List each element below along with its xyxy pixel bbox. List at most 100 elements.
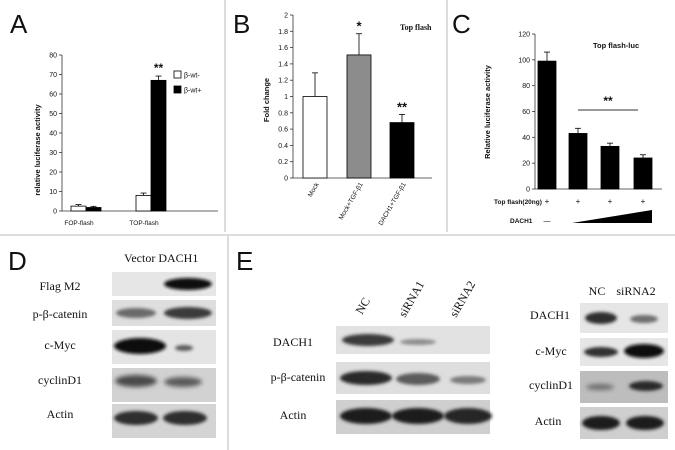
chart-a-bar — [150, 79, 167, 212]
chart-b-xtick-label: Mock+TGF-β1 — [338, 181, 365, 221]
chart-b-title: Top flash — [400, 23, 432, 32]
blot-e2-band-cmyc-nc — [584, 347, 618, 357]
blot-e1-band-actin-nc — [340, 408, 392, 424]
chart-a-xtick-fop: FOP-flash — [64, 220, 94, 227]
blot-e2-band-cmyc-sirna2 — [624, 344, 664, 358]
chart-b-ylabel: Fold change — [262, 78, 271, 122]
blot-e2-band-dach1-sirna2 — [630, 315, 658, 323]
blot-e2-label-3: Actin — [535, 414, 562, 428]
blot-e1-label-0: DACH1 — [273, 335, 313, 349]
chart-b-bar — [346, 54, 372, 179]
chart-b-ytick-label: 0.4 — [278, 143, 288, 150]
chart-a-ytick-label: 80 — [49, 53, 57, 60]
blot-e1: NC siRNA1 siRNA2 DACH1 p-β-catenin Actin — [271, 278, 492, 434]
blot-e2-band-actin-nc — [582, 416, 620, 430]
chart-a-bar — [135, 194, 152, 212]
chart-a-legend-label-2: β-wt+ — [184, 88, 201, 95]
chart-b: Fold change Top flash 0 0.2 0.4 0.6 0.8 1 1.2 1… — [262, 13, 432, 227]
chart-c-row1-label: Top flash(20ng) — [494, 199, 542, 206]
chart-c-dach1-wedge — [572, 210, 652, 223]
chart-a-legend-swatch-1 — [173, 70, 182, 79]
chart-b-xtick-label: Mock — [307, 181, 321, 199]
blot-e1-lane-1: siRNA1 — [395, 278, 427, 319]
chart-c-ytick-label: 80 — [522, 83, 530, 90]
chart-c-ytick-label: 40 — [522, 135, 530, 142]
chart-a-xtick-top: TOP-flash — [129, 220, 159, 227]
chart-b-ytick-label: 0 — [284, 176, 288, 183]
blot-d-band-pbcat-dach1 — [164, 307, 212, 319]
blot-e2-band-dach1-nc — [585, 312, 617, 324]
chart-b-ytick-label: 1.8 — [278, 29, 288, 36]
chart-c-ytick-label: 60 — [522, 109, 530, 116]
blot-e1-band-pbcat-sirna2 — [450, 376, 486, 384]
chart-a-significance: ** — [154, 61, 164, 75]
chart-c: Relative luciferase activity Top flash-l… — [483, 32, 662, 225]
panel-letter-b: B — [233, 9, 250, 39]
blot-e2-lane-0: NC — [589, 284, 606, 298]
panel-letter-e: E — [236, 246, 253, 276]
blot-e2-label-1: c-Myc — [535, 344, 566, 358]
blot-d-band-actin-dach1 — [163, 411, 207, 425]
blot-e1-lane-2: siRNA2 — [446, 278, 478, 319]
blot-e2: NC siRNA2 DACH1 c-Myc cyclinD1 Actin — [529, 284, 668, 439]
chart-c-ylabel: Relative luciferase activity — [483, 64, 492, 159]
chart-a-ytick-label: 20 — [49, 170, 57, 177]
blot-d-band-flag-dach1 — [164, 278, 212, 290]
chart-b-ytick-label: 0.8 — [278, 110, 288, 117]
chart-b-ytick-label: 2 — [284, 13, 288, 20]
chart-a-bar — [85, 207, 102, 212]
blot-e1-lane-0: NC — [352, 295, 372, 316]
chart-a: relative luciferase activity 0 10 20 30 40 50… — [33, 53, 218, 227]
blot-d-band-pbcat-vector — [116, 308, 156, 318]
blot-e2-label-2: cyclinD1 — [529, 378, 573, 392]
blot-e2-lane-1: siRNA2 — [616, 284, 655, 298]
blot-d-band-cyclind1-vector — [115, 375, 157, 387]
chart-c-significance: ** — [603, 94, 613, 108]
chart-a-ytick-label: 60 — [49, 92, 57, 99]
blot-d-label-2: c-Myc — [44, 338, 75, 352]
chart-a-ytick-label: 30 — [49, 150, 57, 157]
chart-c-ytick-label: 100 — [518, 57, 530, 64]
blot-e1-band-dach1-nc — [342, 334, 394, 346]
chart-b-significance: ** — [397, 99, 408, 114]
blot-e2-label-0: DACH1 — [530, 308, 570, 322]
chart-c-row1-mark: + — [545, 197, 550, 206]
blot-e2-band-actin-sirna2 — [626, 416, 664, 430]
chart-a-ytick-label: 70 — [49, 72, 57, 79]
chart-a-ylabel: relative luciferase activity — [33, 104, 42, 196]
chart-b-significance: * — [356, 19, 362, 34]
chart-b-ytick-label: 1.4 — [278, 61, 288, 68]
blot-e1-band-pbcat-nc — [340, 371, 392, 385]
chart-a-ytick-label: 10 — [49, 189, 57, 196]
panel-letter-a: A — [10, 9, 28, 39]
panel-letter-c: C — [452, 9, 471, 39]
blot-d-label-0: Flag M2 — [39, 279, 80, 293]
chart-b-ytick-label: 0.2 — [278, 159, 288, 166]
blot-d-band-cmyc-vector — [114, 338, 166, 354]
blot-d-label-4: Actin — [47, 407, 74, 421]
chart-c-bar — [537, 60, 557, 190]
blot-e1-band-actin-sirna2 — [444, 408, 492, 424]
panel-letter-d: D — [8, 246, 27, 276]
chart-b-bar — [302, 96, 328, 179]
blot-d-label-3: cyclinD1 — [38, 373, 82, 387]
chart-b-bar — [389, 122, 415, 179]
chart-a-bar — [70, 205, 87, 212]
blot-e2-band-cyclind1-nc — [586, 384, 614, 390]
chart-c-row2-first: — — [544, 218, 551, 225]
chart-c-ytick-label: 0 — [526, 187, 530, 194]
blot-d-label-1: p-β-catenin — [33, 307, 88, 321]
chart-c-bar — [633, 157, 653, 190]
chart-c-ytick-label: 20 — [522, 161, 530, 168]
chart-b-ytick-label: 1.2 — [278, 78, 288, 85]
chart-c-ytick-label: 120 — [518, 32, 530, 39]
chart-c-bar — [600, 145, 620, 190]
chart-b-xtick-label: DACH1+TGF-β1 — [377, 181, 407, 227]
chart-c-row1-mark: + — [608, 197, 613, 206]
chart-c-row1-mark: + — [641, 197, 646, 206]
chart-a-ytick-label: 40 — [49, 131, 57, 138]
chart-b-ytick-label: 0.6 — [278, 127, 288, 134]
blot-d-band-actin-vector — [114, 411, 158, 425]
